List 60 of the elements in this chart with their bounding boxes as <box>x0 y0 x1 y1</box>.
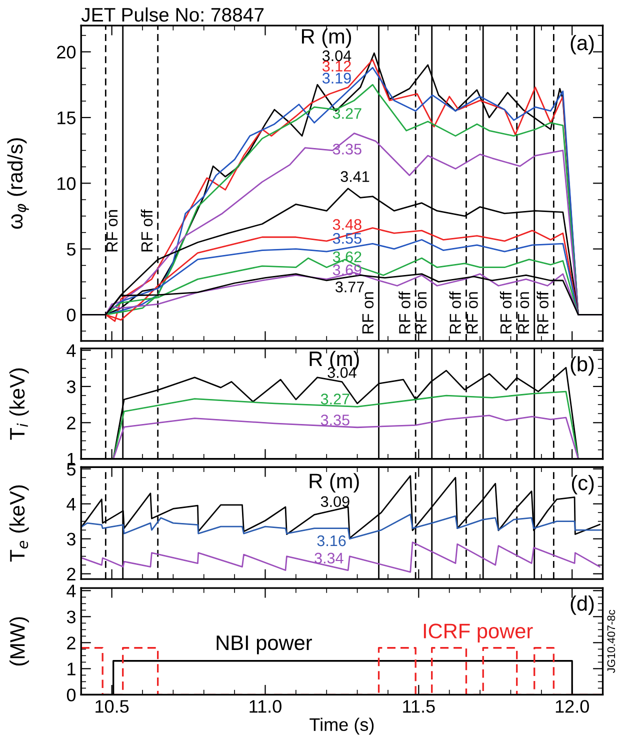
y-tick-label: 4 <box>66 344 76 357</box>
legend-title: R (m) <box>302 28 352 48</box>
chart-title: JET Pulse No: 78847 <box>81 7 264 22</box>
text: 3.04 <box>322 50 352 62</box>
ref-line-label: RF on <box>362 292 374 334</box>
series-label: ICRF power <box>424 624 533 643</box>
y-axis-title: T$_{i}$ (keV) <box>9 368 29 440</box>
y-tick-label: 0 <box>66 688 76 702</box>
series-label: 3.27 <box>320 394 350 404</box>
annotation: (a) <box>570 34 594 54</box>
x-tick-label: 10.5 <box>96 700 129 713</box>
series-label: 3.77 <box>335 282 364 292</box>
series-label: 3.27 <box>332 108 362 119</box>
series-label: 3.35 <box>332 144 362 155</box>
y-tick-label: 2 <box>67 568 76 580</box>
y-tick-label: 0 <box>66 308 76 322</box>
text: JG10.407-8c <box>607 610 616 673</box>
ref-line-label: RF off <box>500 291 512 334</box>
ref-line-label: RF off <box>398 291 410 334</box>
series-label: 3.55 <box>332 232 362 244</box>
ref-line-label: RF on <box>466 292 478 334</box>
y-axis-title: ω$_{φ}$ (rad/s) <box>7 138 29 229</box>
y-tick-label: 4 <box>66 498 76 510</box>
ref-line-label: RF off <box>536 291 548 334</box>
y-tick-label: 5 <box>66 243 76 256</box>
series-label: 3.35 <box>320 414 350 426</box>
x-tick-label: 11.0 <box>250 700 282 713</box>
y-tick-label: 10 <box>58 177 76 190</box>
ref-line-label: RF off <box>140 209 153 252</box>
series-label: 3.12 <box>322 60 351 72</box>
series-label: 3.09 <box>320 496 350 508</box>
x-axis-title: Time (s) <box>310 718 374 735</box>
series-label: 3.34 <box>314 552 344 564</box>
y-tick-label: 1 <box>68 662 76 676</box>
ref-line-label: RF off <box>449 291 461 334</box>
y-tick-label: 20 <box>57 46 76 59</box>
series-label: NBI power <box>216 636 312 654</box>
y-tick-label: 4 <box>66 584 76 598</box>
annotation: (c) <box>572 474 594 494</box>
y-tick-label: 15 <box>58 112 76 124</box>
y-tick-label: 3 <box>66 532 76 546</box>
series-label: 3.19 <box>322 72 351 84</box>
y-tick-label: 2 <box>67 636 76 650</box>
ref-line-label: RF on <box>518 292 530 334</box>
series-label: 3.69 <box>332 264 362 276</box>
ref-line-label: RF on <box>106 210 118 252</box>
series-label: 3.48 <box>332 219 362 230</box>
x-tick-label: 12.0 <box>556 700 589 713</box>
y-tick-label: 3 <box>66 380 76 394</box>
series-label: 3.16 <box>317 535 346 546</box>
legend-title: R (m) <box>310 473 359 492</box>
series-label: 3.41 <box>340 171 370 182</box>
y-axis-title: (MW) <box>10 617 29 666</box>
x-tick-label: 11.5 <box>403 700 435 713</box>
y-tick-label: 3 <box>66 610 76 624</box>
annotation: (b) <box>570 356 594 376</box>
annotation: (d) <box>570 596 594 615</box>
series-label: 3.62 <box>332 251 362 262</box>
y-axis-title: T$_{e}$ (keV) <box>9 485 29 562</box>
y-tick-label: 2 <box>67 416 76 430</box>
